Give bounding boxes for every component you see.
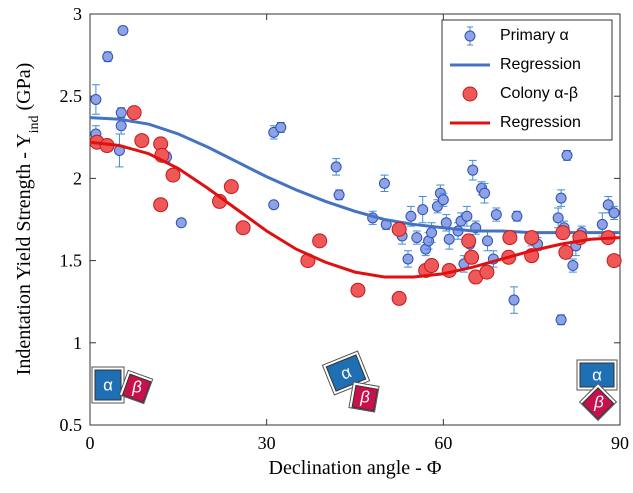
data-point xyxy=(424,258,440,274)
data-point xyxy=(115,120,127,132)
beta-label: β xyxy=(131,377,142,396)
beta-crystal-face xyxy=(581,387,615,420)
data-point xyxy=(606,253,622,269)
data-point xyxy=(555,225,571,241)
y-tick-label: 1 xyxy=(73,333,82,353)
data-point xyxy=(602,199,614,211)
data-point xyxy=(555,314,567,326)
data-point xyxy=(437,194,449,206)
data-point xyxy=(417,204,429,216)
y-tick-label: 2.5 xyxy=(60,86,83,106)
data-point xyxy=(330,161,342,173)
data-point xyxy=(235,220,251,236)
beta-crystal: β xyxy=(118,369,154,405)
x-tick-label: 90 xyxy=(611,433,629,453)
legend-label: Regression xyxy=(500,56,581,73)
plot-frame xyxy=(89,13,621,426)
y-tick-label: 3 xyxy=(73,4,82,24)
y-axis-label: Indentation Yield Strength - Yind (GPa) xyxy=(13,63,42,375)
data-point xyxy=(102,51,114,63)
data-point xyxy=(555,192,567,204)
data-point xyxy=(558,244,574,260)
data-point xyxy=(508,294,520,306)
data-point xyxy=(405,210,417,222)
y-axis-label-main: Indentation Yield Strength - Y xyxy=(13,133,35,375)
data-point xyxy=(126,105,142,121)
y-tick-label: 1.5 xyxy=(60,251,83,271)
data-point xyxy=(426,227,438,239)
data-point xyxy=(165,167,181,183)
data-point xyxy=(561,149,573,161)
beta-crystal-face xyxy=(121,373,152,404)
data-point xyxy=(479,264,495,280)
x-tick-label: 60 xyxy=(434,433,452,453)
data-point xyxy=(402,253,414,265)
data-point xyxy=(502,230,518,246)
alpha-crystal: α xyxy=(91,366,125,404)
data-point xyxy=(115,107,127,119)
data-point xyxy=(312,233,328,249)
data-point xyxy=(552,212,564,224)
data-point xyxy=(467,164,479,176)
data-point xyxy=(223,179,239,195)
data-point xyxy=(90,93,102,105)
data-point xyxy=(608,207,620,219)
y-tick-label: 0.5 xyxy=(60,415,83,435)
data-point xyxy=(524,230,540,246)
data-point xyxy=(378,177,390,189)
data-point xyxy=(134,133,150,149)
y-tick-label: 2 xyxy=(73,168,82,188)
data-point xyxy=(333,189,345,201)
alpha-label: α xyxy=(592,365,602,384)
data-point xyxy=(117,24,129,36)
regression-line xyxy=(89,140,621,279)
data-point xyxy=(567,260,579,272)
data-point xyxy=(275,121,287,133)
alpha-crystal-face xyxy=(579,362,615,388)
data-point xyxy=(268,199,280,211)
data-point xyxy=(511,210,523,222)
data-point xyxy=(482,235,493,247)
data-point xyxy=(461,233,477,249)
x-axis-label: Declination angle - Φ xyxy=(269,457,442,479)
alpha-crystal-face xyxy=(94,369,122,401)
data-point xyxy=(391,290,407,306)
data-point xyxy=(490,209,502,221)
legend-marker xyxy=(464,30,476,42)
data-point xyxy=(153,197,169,213)
beta-crystal: β xyxy=(578,382,618,422)
y-axis-label-sub: ind xyxy=(27,116,42,134)
data-point xyxy=(464,249,480,265)
x-tick-label: 30 xyxy=(258,433,276,453)
data-point xyxy=(443,233,455,245)
data-point xyxy=(461,210,473,222)
legend-label: Colony α-β xyxy=(500,85,578,102)
data-point xyxy=(479,187,491,199)
x-tick-label: 0 xyxy=(86,433,95,453)
beta-crystal-face xyxy=(351,384,379,412)
data-point xyxy=(350,282,366,298)
beta-crystal: β xyxy=(348,381,380,413)
data-point xyxy=(175,217,187,229)
beta-label: β xyxy=(593,392,604,411)
data-point xyxy=(411,232,423,244)
data-point xyxy=(391,221,407,237)
legend-marker xyxy=(462,86,478,102)
beta-label: β xyxy=(359,387,370,406)
legend-label: Regression xyxy=(500,114,581,131)
alpha-label: α xyxy=(103,375,113,394)
legend-label: Primary α xyxy=(500,27,569,44)
data-point xyxy=(596,218,608,230)
y-axis-label-unit: (GPa) xyxy=(13,63,35,111)
